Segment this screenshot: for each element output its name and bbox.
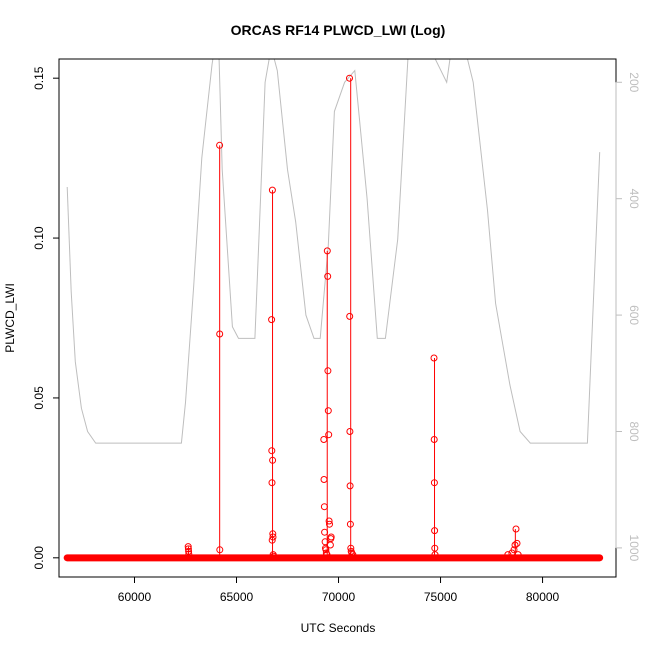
data-point <box>347 544 355 552</box>
data-point <box>269 533 277 541</box>
data-point <box>322 546 330 554</box>
data-point <box>326 541 334 549</box>
x-tick-label: 70000 <box>322 590 356 604</box>
data-point <box>430 354 438 362</box>
data-point <box>268 186 276 194</box>
data-point <box>320 476 328 483</box>
data-point <box>184 543 192 551</box>
data-point <box>268 447 276 455</box>
data-point <box>327 533 335 541</box>
data-point <box>269 456 277 464</box>
data-point <box>269 530 277 538</box>
y-tick-label: 0.10 <box>32 226 46 250</box>
y2-tick-label: 600 <box>627 305 641 325</box>
y-tick-label: 0.00 <box>32 546 46 570</box>
y-tick-label: 0.15 <box>32 66 46 90</box>
series-layer <box>184 74 522 560</box>
data-point <box>325 517 333 525</box>
x-tick-label: 75000 <box>424 590 458 604</box>
data-point <box>326 520 333 528</box>
chart-title: ORCAS RF14 PLWCD_LWI (Log) <box>231 22 446 38</box>
data-point <box>346 520 354 528</box>
data-point <box>216 546 224 554</box>
data-point <box>324 407 332 415</box>
data-point <box>268 479 276 487</box>
data-point <box>320 436 328 443</box>
data-point <box>346 428 354 435</box>
x-tick-label: 80000 <box>526 590 560 604</box>
y2-tick-label: 800 <box>627 421 641 441</box>
data-point <box>513 539 521 547</box>
data-point <box>510 546 518 554</box>
y2-tick-label: 1000 <box>627 535 641 562</box>
x-tick-label: 60000 <box>118 590 152 604</box>
data-point <box>320 503 328 511</box>
y2-tick-label: 400 <box>627 189 641 209</box>
x-tick-label: 65000 <box>220 590 254 604</box>
x-axis: 60000 65000 70000 75000 80000 <box>118 576 560 604</box>
plot-frame <box>58 58 617 578</box>
data-point <box>321 528 329 536</box>
y-axis-label: PLWCD_LWI <box>3 283 17 353</box>
x-axis-label: UTC Seconds <box>301 621 376 635</box>
data-point <box>324 367 332 375</box>
data-point <box>184 545 192 553</box>
data-point <box>511 541 519 549</box>
pressure-layer <box>66 59 601 444</box>
data-point <box>323 247 331 255</box>
data-point <box>324 272 332 280</box>
y2-tick-label: 200 <box>627 72 641 92</box>
data-point <box>268 316 276 324</box>
data-point <box>346 482 354 490</box>
data-point <box>512 525 520 533</box>
pressure-trace-line <box>66 59 601 444</box>
data-point <box>346 312 354 320</box>
data-point <box>431 527 439 535</box>
y2-axis: 200 400 600 800 1000 <box>615 72 641 562</box>
data-point <box>430 479 438 487</box>
data-point <box>346 74 353 82</box>
data-point <box>216 141 224 149</box>
y-axis: 0.00 0.05 0.10 0.15 <box>32 66 60 570</box>
data-point <box>216 330 224 338</box>
y-tick-label: 0.05 <box>32 386 46 410</box>
data-point <box>325 431 333 439</box>
data-point <box>430 436 438 443</box>
